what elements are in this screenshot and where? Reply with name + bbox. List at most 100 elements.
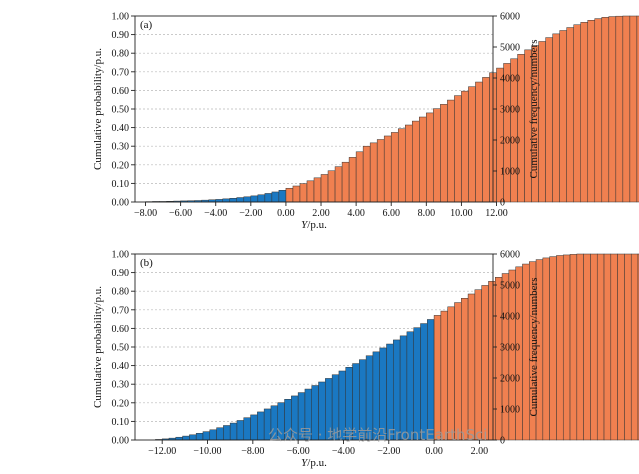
histogram-bar xyxy=(604,254,611,440)
histogram-bar xyxy=(426,113,433,202)
x-tick-label: 8.00 xyxy=(418,208,436,219)
histogram-bar xyxy=(482,77,489,202)
y-left-tick-label: 0.90 xyxy=(112,30,130,41)
y-left-tick-label: 0.40 xyxy=(112,361,130,372)
histogram-bar xyxy=(588,20,595,202)
histogram-bar xyxy=(398,129,405,202)
histogram-bar xyxy=(468,87,475,202)
histogram-bar xyxy=(237,198,244,202)
histogram-bar xyxy=(244,418,251,440)
histogram-bar xyxy=(454,96,461,202)
histogram-bar xyxy=(230,423,237,440)
y-left-tick-label: 0.30 xyxy=(112,142,130,153)
histogram-bar xyxy=(349,157,356,202)
histogram-bar xyxy=(611,254,618,440)
histogram-bar xyxy=(616,16,623,202)
histogram-bar xyxy=(468,294,475,440)
x-tick-label: 2.00 xyxy=(471,446,489,457)
histogram-bar xyxy=(391,132,398,202)
histogram-bar xyxy=(448,307,455,440)
histogram-bar xyxy=(454,303,461,440)
histogram-bar xyxy=(495,277,502,440)
histogram-bar xyxy=(321,174,328,202)
y-right-tick-label: 1000 xyxy=(500,405,520,416)
y-left-axis-label: Cumulative probability/p.u. xyxy=(92,286,104,408)
histogram-bar xyxy=(447,100,454,202)
histogram-bar xyxy=(223,425,230,440)
x-tick-label: −8.00 xyxy=(134,208,157,219)
y-right-tick-label: 1000 xyxy=(500,167,520,178)
histogram-bar xyxy=(272,192,279,202)
x-tick-label: 2.00 xyxy=(312,208,330,219)
y-left-tick-label: 0.90 xyxy=(112,268,130,279)
y-right-tick-label: 3000 xyxy=(500,105,520,116)
histogram-bar xyxy=(286,188,293,202)
x-tick-label: 0.00 xyxy=(277,208,295,219)
histogram-bar xyxy=(461,91,468,202)
histogram-bar xyxy=(300,184,307,202)
histogram-bar xyxy=(546,38,553,202)
y-right-tick-label: 2000 xyxy=(500,374,520,385)
histogram-bar xyxy=(314,178,321,202)
histogram-bar xyxy=(223,199,230,202)
y-right-tick-label: 0 xyxy=(500,436,505,447)
y-left-tick-label: 0.20 xyxy=(112,160,130,171)
histogram-bar xyxy=(543,258,550,440)
y-left-tick-label: 0.60 xyxy=(112,324,130,335)
y-right-tick-label: 3000 xyxy=(500,343,520,354)
histogram-bar xyxy=(217,428,224,440)
histogram-bar xyxy=(377,140,384,203)
histogram-bar xyxy=(335,167,342,202)
histogram-bar xyxy=(618,254,625,440)
histogram-bar xyxy=(630,16,637,202)
histogram-bar xyxy=(307,181,314,202)
y-left-tick-label: 1.00 xyxy=(112,250,130,261)
histogram-bar xyxy=(342,162,349,202)
x-tick-label: 6.00 xyxy=(382,208,400,219)
y-left-tick-label: 0.40 xyxy=(112,123,130,134)
histogram-bar xyxy=(550,257,557,440)
histogram-bar xyxy=(433,109,440,202)
panel-label: (a) xyxy=(140,19,153,31)
histogram-bar xyxy=(258,195,265,202)
histogram-bar xyxy=(553,34,560,202)
y-right-axis-label: Cumulative frequency/numbers xyxy=(528,278,540,417)
histogram-bar xyxy=(475,290,482,440)
histogram-bar xyxy=(441,311,448,440)
y-right-axis-label: Cumulative frequency/numbers xyxy=(528,40,540,179)
x-tick-label: −6.00 xyxy=(287,446,310,457)
histogram-bar xyxy=(475,82,482,202)
histogram-bar xyxy=(488,281,495,440)
histogram-bar xyxy=(210,430,217,440)
histogram-bar xyxy=(420,324,427,440)
y-right-tick-label: 6000 xyxy=(500,250,520,261)
histogram-bar xyxy=(405,125,412,202)
x-tick-label: −2.00 xyxy=(239,208,262,219)
x-tick-label: −2.00 xyxy=(377,446,400,457)
y-right-tick-label: 5000 xyxy=(500,43,520,54)
histogram-bar xyxy=(407,332,414,440)
histogram-bar xyxy=(427,319,434,440)
histogram-bar xyxy=(563,255,570,440)
x-tick-label: 0.00 xyxy=(425,446,443,457)
y-right-tick-label: 4000 xyxy=(500,312,520,323)
histogram-bar xyxy=(237,420,244,440)
y-left-tick-label: 0.20 xyxy=(112,398,130,409)
x-tick-label: −10.00 xyxy=(193,446,221,457)
y-left-tick-label: 0.50 xyxy=(112,105,130,116)
histogram-bar xyxy=(419,117,426,202)
histogram-bar xyxy=(414,328,421,440)
histogram-bar xyxy=(570,254,577,440)
histogram-bar xyxy=(363,146,370,202)
histogram-bar xyxy=(412,121,419,202)
y-left-tick-label: 0.10 xyxy=(112,179,130,190)
histogram-bar xyxy=(328,171,335,202)
histogram-bar xyxy=(189,435,196,440)
histogram-bar xyxy=(461,298,468,440)
histogram-bar xyxy=(251,196,258,202)
panel-a: 0.000.100.200.300.400.500.600.700.800.90… xyxy=(92,12,639,232)
y-right-tick-label: 4000 xyxy=(500,74,520,85)
y-left-tick-label: 0.50 xyxy=(112,343,130,354)
histogram-bar xyxy=(279,190,286,202)
x-tick-label: −4.00 xyxy=(332,446,355,457)
